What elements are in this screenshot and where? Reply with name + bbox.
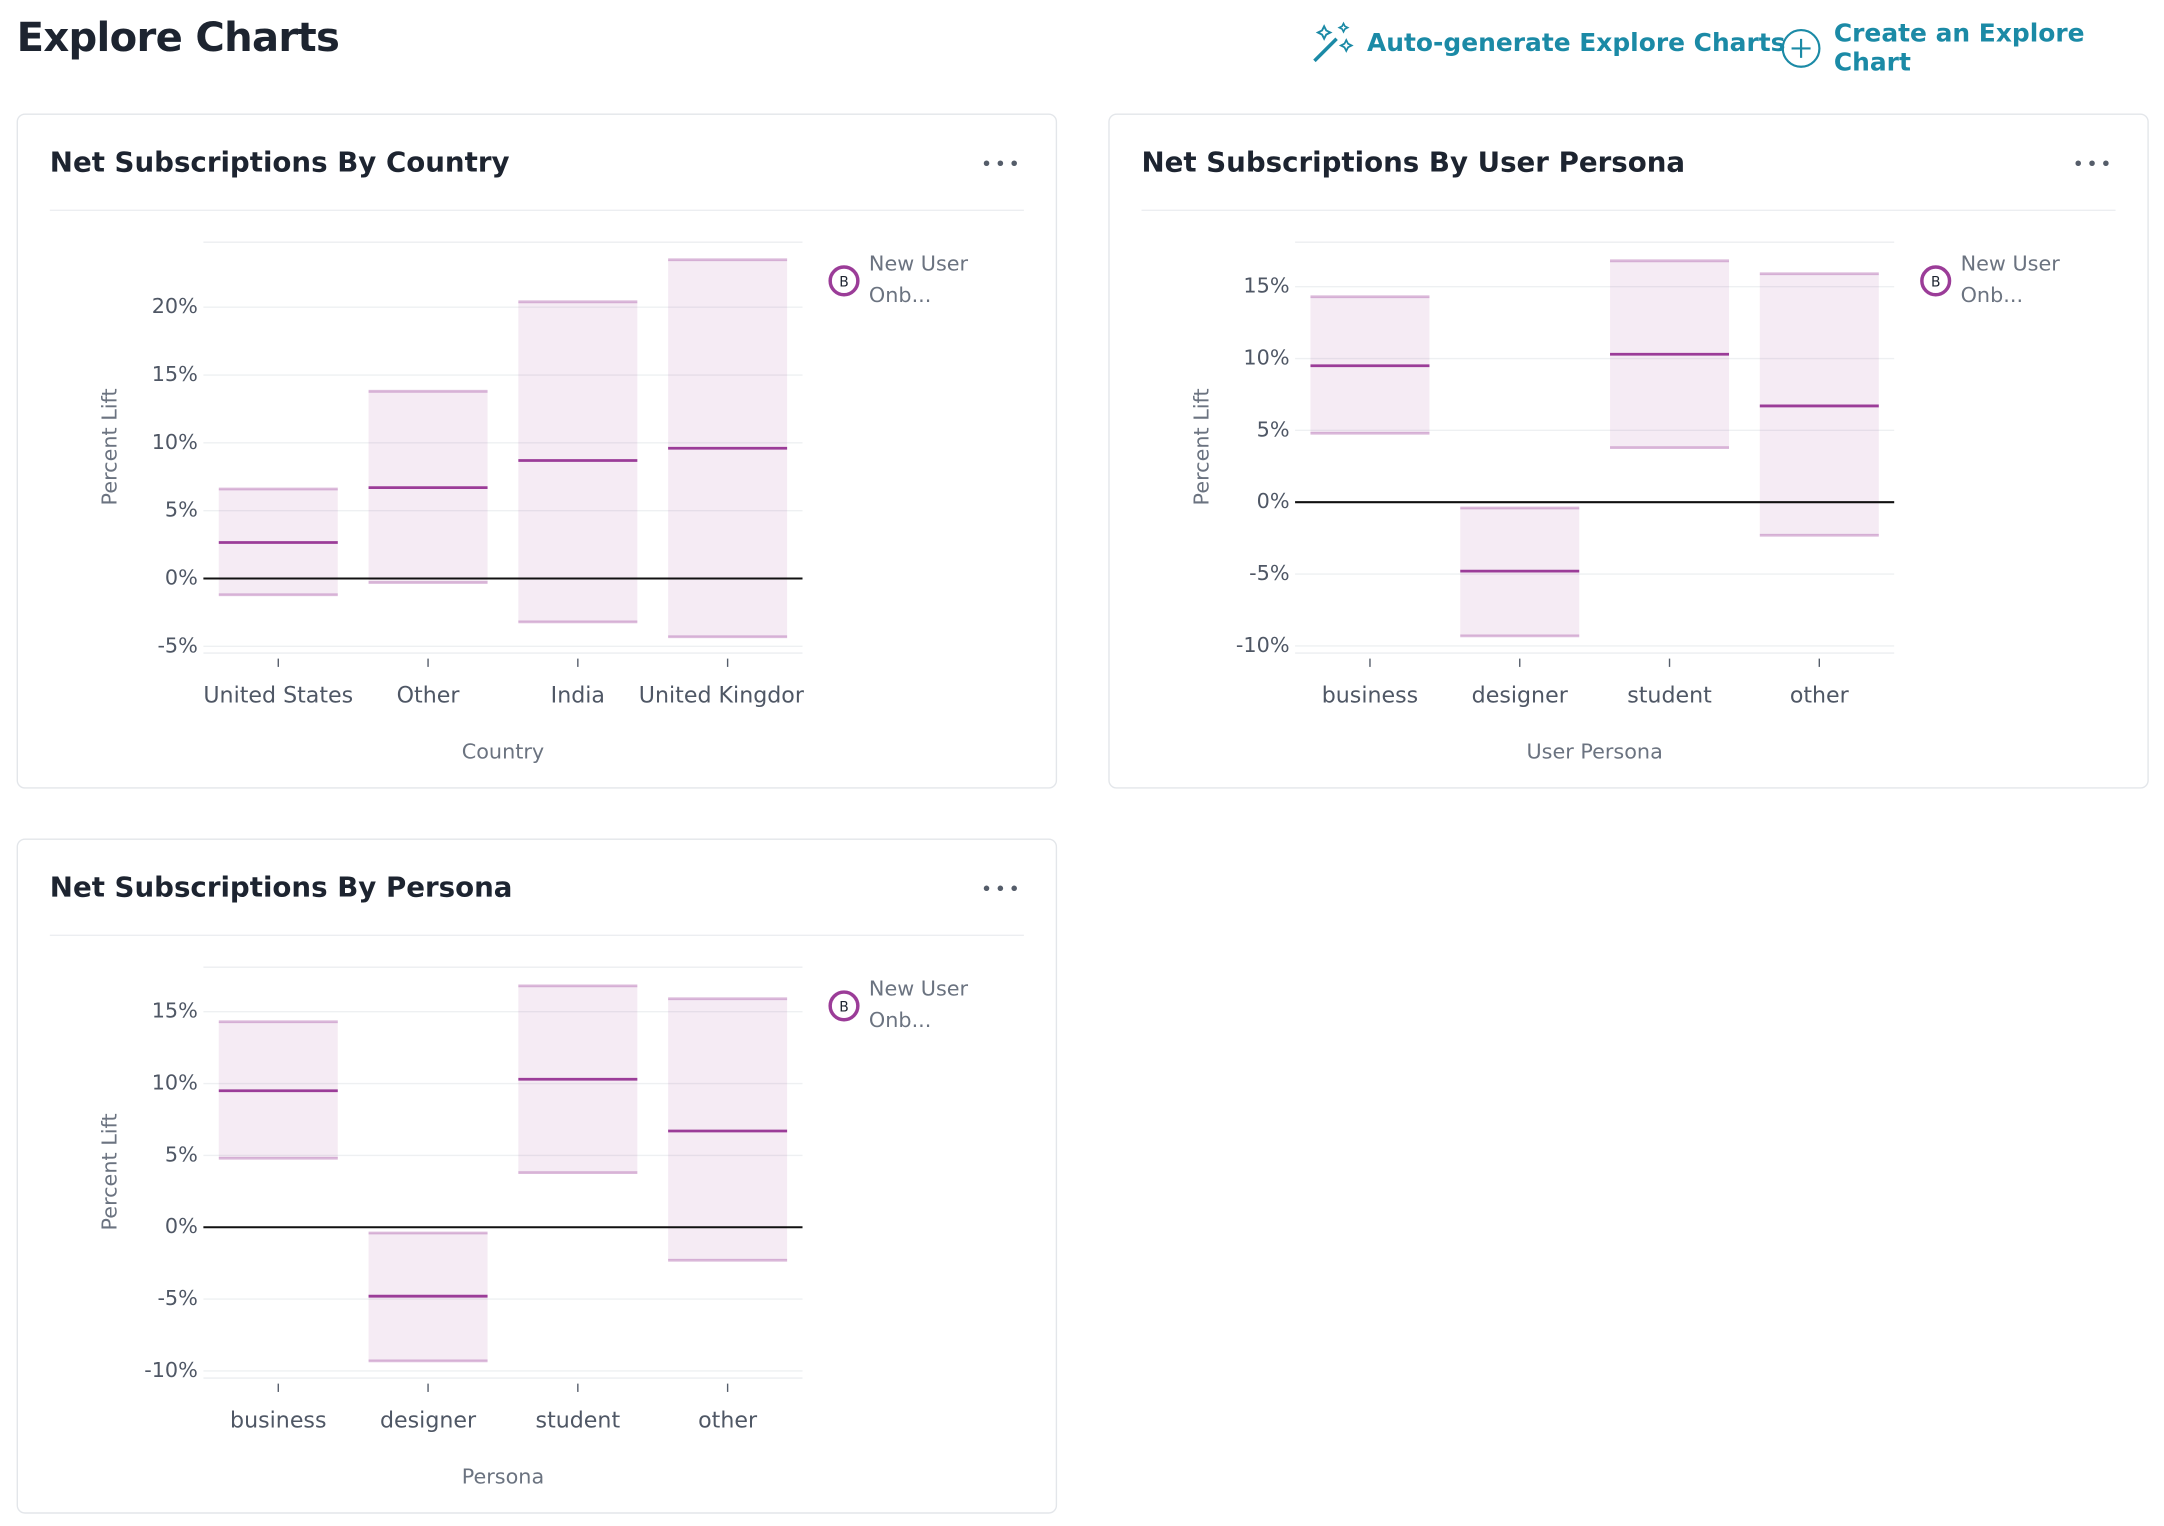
more-menu[interactable]	[983, 160, 1017, 167]
menu-dot	[983, 885, 990, 892]
action-label: Auto-generate Explore Charts	[1367, 28, 1786, 58]
page-title: Explore Charts	[16, 13, 340, 61]
chart: Net Subscriptions By Persona Persona Perce…	[50, 870, 1024, 1489]
interval-band	[668, 998, 788, 1261]
legend-badge	[828, 990, 860, 1022]
x-tick-label: designer	[380, 1407, 477, 1433]
x-tick-label: other	[1790, 682, 1850, 708]
menu-dot	[2089, 160, 2095, 167]
x-tick-label: student	[1627, 682, 1712, 708]
y-tick-label: 10%	[1243, 346, 1289, 370]
y-tick-label: -5%	[157, 1286, 197, 1310]
chart: Net Subscriptions By Country Country Perce…	[50, 145, 1024, 764]
chart-card: Net Subscriptions By User Persona User Pe…	[1108, 113, 2149, 789]
y-tick-label: -5%	[1249, 561, 1289, 585]
y-tick-label: 0%	[165, 1214, 198, 1238]
y-tick-label: 0%	[165, 565, 198, 589]
y-tick-label: 5%	[165, 1142, 198, 1166]
menu-dot	[2103, 160, 2109, 167]
legend-badge-label: B	[839, 999, 848, 1015]
action-label: Create an Explore Chart	[1833, 19, 2085, 78]
menu-dot	[997, 885, 1004, 892]
x-tick-label: United Kingdom	[639, 682, 817, 708]
y-tick-label: -10%	[144, 1358, 198, 1382]
y-tick-label: 15%	[152, 999, 198, 1023]
chart-card: Net Subscriptions By Persona Persona Perce…	[16, 838, 1058, 1514]
more-menu[interactable]	[2075, 160, 2109, 167]
x-tick-label: business	[1322, 682, 1418, 708]
chart: Net Subscriptions By User Persona User Pe…	[1141, 145, 2116, 764]
wand-icon	[1313, 21, 1354, 63]
menu-dot	[1011, 885, 1017, 892]
chart-title: Net Subscriptions By Persona	[50, 870, 513, 903]
y-tick-label: -10%	[1236, 633, 1290, 657]
x-tick-label: Other	[397, 682, 461, 708]
more-menu[interactable]	[983, 885, 1017, 892]
chart-card: Net Subscriptions By Country Country Perce…	[16, 113, 1058, 789]
y-tick-label: 10%	[152, 430, 198, 454]
chart-title: Net Subscriptions By User Persona	[1141, 145, 1685, 178]
x-tick-label: business	[230, 1407, 326, 1433]
x-tick-label: United States	[203, 682, 353, 708]
legend-badge-label: B	[839, 274, 848, 290]
x-tick-label: student	[536, 1407, 621, 1433]
y-tick-label: 5%	[1257, 417, 1290, 441]
legend-label: New User Onb...	[1961, 251, 2061, 307]
y-axis-title: Percent Lift	[1189, 388, 1213, 505]
y-tick-label: 10%	[152, 1071, 198, 1095]
create-chart-button[interactable]: Create an Explore Chart	[1779, 19, 2164, 77]
menu-dot	[997, 160, 1004, 167]
x-tick-label: designer	[1472, 682, 1569, 708]
y-tick-label: 20%	[152, 294, 198, 318]
menu-dot	[2075, 160, 2081, 167]
x-axis-title: Country	[462, 740, 544, 764]
legend-badge-label: B	[1931, 274, 1940, 290]
y-tick-label: 15%	[1243, 274, 1289, 298]
x-axis-title: User Persona	[1526, 740, 1662, 764]
y-tick-label: 0%	[1257, 489, 1290, 513]
y-axis-title: Percent Lift	[98, 388, 122, 505]
y-tick-label: -5%	[157, 633, 197, 657]
menu-dot	[1011, 160, 1017, 167]
x-tick-label: other	[698, 1407, 758, 1433]
y-tick-label: 5%	[165, 498, 198, 522]
auto-generate-button[interactable]: Auto-generate Explore Charts	[1309, 19, 1786, 66]
y-tick-label: 15%	[152, 362, 198, 386]
legend-label: New User Onb...	[869, 976, 969, 1032]
interval-band	[1759, 273, 1879, 536]
y-axis-title: Percent Lift	[98, 1113, 122, 1230]
x-tick-label: India	[551, 682, 605, 708]
plus-icon	[1781, 29, 1821, 68]
legend-badge	[828, 265, 860, 297]
legend-badge	[1920, 265, 1952, 297]
chart-title: Net Subscriptions By Country	[50, 145, 510, 178]
menu-dot	[983, 160, 990, 167]
x-axis-title: Persona	[462, 1465, 544, 1489]
legend-label: New User Onb...	[869, 251, 969, 307]
